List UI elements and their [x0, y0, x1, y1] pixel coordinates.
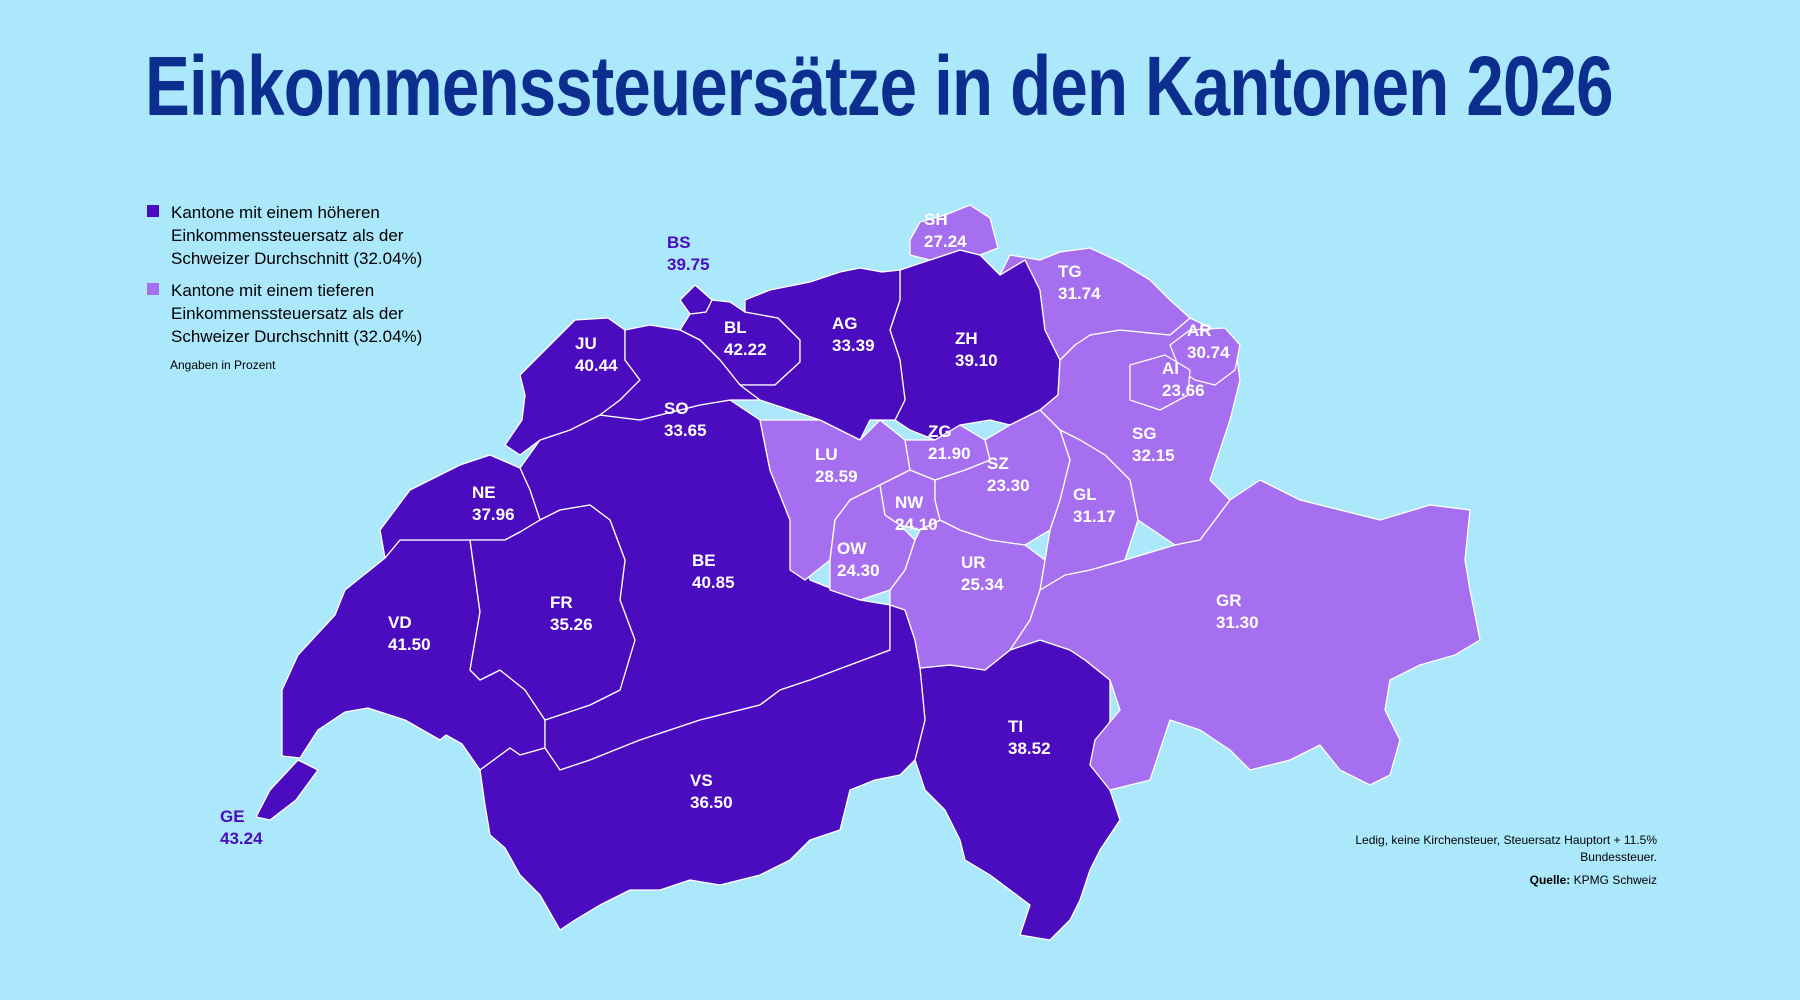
canton-value-so: 33.65 [664, 421, 707, 440]
canton-value-gr: 31.30 [1216, 613, 1259, 632]
canton-code-ge: GE [220, 807, 245, 826]
page-title: Einkommenssteuersätze in den Kantonen 20… [145, 39, 1613, 133]
canton-shape-fr [469, 504, 636, 721]
canton-code-ow: OW [837, 539, 867, 558]
footnote: Ledig, keine Kirchensteuer, Steuersatz H… [1355, 833, 1657, 864]
canton-value-ar: 30.74 [1187, 343, 1230, 362]
canton-value-sh: 27.24 [924, 232, 967, 251]
legend-swatch-high [147, 205, 159, 217]
legend-item-high: Kantone mit einem höheren Einkommenssteu… [147, 201, 471, 270]
canton-value-ai: 23.66 [1162, 381, 1205, 400]
canton-value-ur: 25.34 [961, 575, 1004, 594]
canton-shape-vs [479, 604, 926, 931]
canton-code-bs: BS [667, 233, 691, 252]
canton-code-so: SO [664, 399, 689, 418]
canton-code-nw: NW [895, 493, 924, 512]
canton-code-vd: VD [388, 613, 412, 632]
canton-shape-gr [1009, 479, 1481, 791]
canton-shape-ge [255, 759, 319, 821]
canton-shape-so [599, 324, 761, 421]
canton-code-tg: TG [1058, 262, 1082, 281]
canton-code-sg: SG [1132, 424, 1157, 443]
canton-code-ur: UR [961, 553, 986, 572]
canton-value-ti: 38.52 [1008, 739, 1051, 758]
canton-shape-tg [999, 247, 1191, 361]
canton-shape-zg [904, 424, 991, 481]
canton-code-gl: GL [1073, 485, 1097, 504]
canton-code-ai: AI [1162, 359, 1179, 378]
legend-item-low: Kantone mit einem tieferen Einkommensste… [147, 279, 471, 348]
canton-value-gl: 31.17 [1073, 507, 1116, 526]
canton-value-ju: 40.44 [575, 356, 618, 375]
canton-value-sz: 23.30 [987, 476, 1030, 495]
canton-code-ti: TI [1008, 717, 1023, 736]
canton-code-fr: FR [550, 593, 573, 612]
canton-value-ne: 37.96 [472, 505, 515, 524]
canton-code-ar: AR [1187, 321, 1212, 340]
legend-text-low: Kantone mit einem tieferen Einkommensste… [171, 281, 423, 346]
canton-value-vd: 41.50 [388, 635, 431, 654]
canton-value-zg: 21.90 [928, 444, 971, 463]
legend-swatch-low [147, 283, 159, 295]
canton-code-sh: SH [924, 210, 948, 229]
unit-note: Angaben in Prozent [170, 358, 276, 372]
canton-value-nw: 24.10 [895, 515, 938, 534]
canton-value-tg: 31.74 [1058, 284, 1101, 303]
canton-value-vs: 36.50 [690, 793, 733, 812]
canton-code-zg: ZG [928, 422, 952, 441]
canton-shape-ai [1129, 354, 1191, 411]
canton-value-zh: 39.10 [955, 351, 998, 370]
canton-value-ge: 43.24 [220, 829, 263, 848]
canton-code-lu: LU [815, 445, 838, 464]
canton-shape-ow [829, 484, 916, 601]
canton-value-sg: 32.15 [1132, 446, 1175, 465]
canton-code-be: BE [692, 551, 716, 570]
source-value: KPMG Schweiz [1573, 873, 1657, 887]
canton-code-sz: SZ [987, 454, 1009, 473]
canton-shape-sz [934, 409, 1071, 546]
canton-value-bl: 42.22 [724, 340, 767, 359]
canton-code-ag: AG [832, 314, 858, 333]
canton-code-ne: NE [472, 483, 496, 502]
canton-shape-ti [914, 639, 1121, 941]
canton-shape-sh [909, 204, 999, 261]
canton-code-bl: BL [724, 318, 747, 337]
canton-value-bs: 39.75 [667, 255, 710, 274]
canton-shape-bs [679, 284, 713, 315]
canton-code-vs: VS [690, 771, 713, 790]
legend-text-high: Kantone mit einem höheren Einkommenssteu… [171, 203, 423, 268]
canton-shape-ag [739, 267, 906, 441]
canton-value-ow: 24.30 [837, 561, 880, 580]
source-line: Quelle: KPMG Schweiz [1530, 873, 1657, 887]
source-label: Quelle: [1529, 873, 1571, 887]
canton-code-zh: ZH [955, 329, 978, 348]
canton-code-ju: JU [575, 334, 597, 353]
canton-code-gr: GR [1216, 591, 1242, 610]
canton-value-be: 40.85 [692, 573, 735, 592]
canton-value-fr: 35.26 [550, 615, 593, 634]
canton-value-ag: 33.39 [832, 336, 875, 355]
canton-value-lu: 28.59 [815, 467, 858, 486]
